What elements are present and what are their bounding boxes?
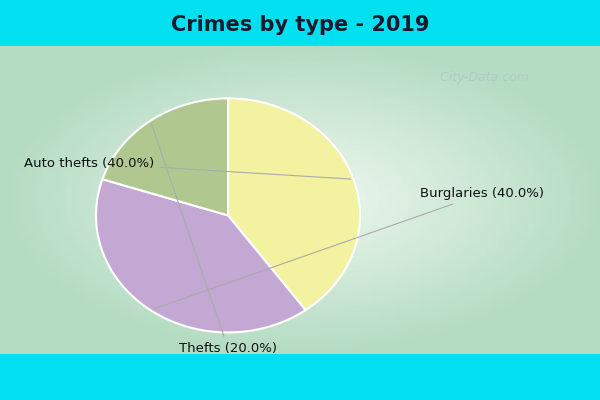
- Polygon shape: [103, 98, 228, 215]
- Text: Crimes by type - 2019: Crimes by type - 2019: [171, 15, 429, 35]
- Polygon shape: [228, 98, 360, 310]
- Text: Auto thefts (40.0%): Auto thefts (40.0%): [24, 156, 351, 179]
- Polygon shape: [96, 179, 305, 332]
- Text: City-Data.com: City-Data.com: [432, 71, 529, 84]
- Text: Thefts (20.0%): Thefts (20.0%): [151, 123, 277, 355]
- Text: Burglaries (40.0%): Burglaries (40.0%): [153, 187, 544, 309]
